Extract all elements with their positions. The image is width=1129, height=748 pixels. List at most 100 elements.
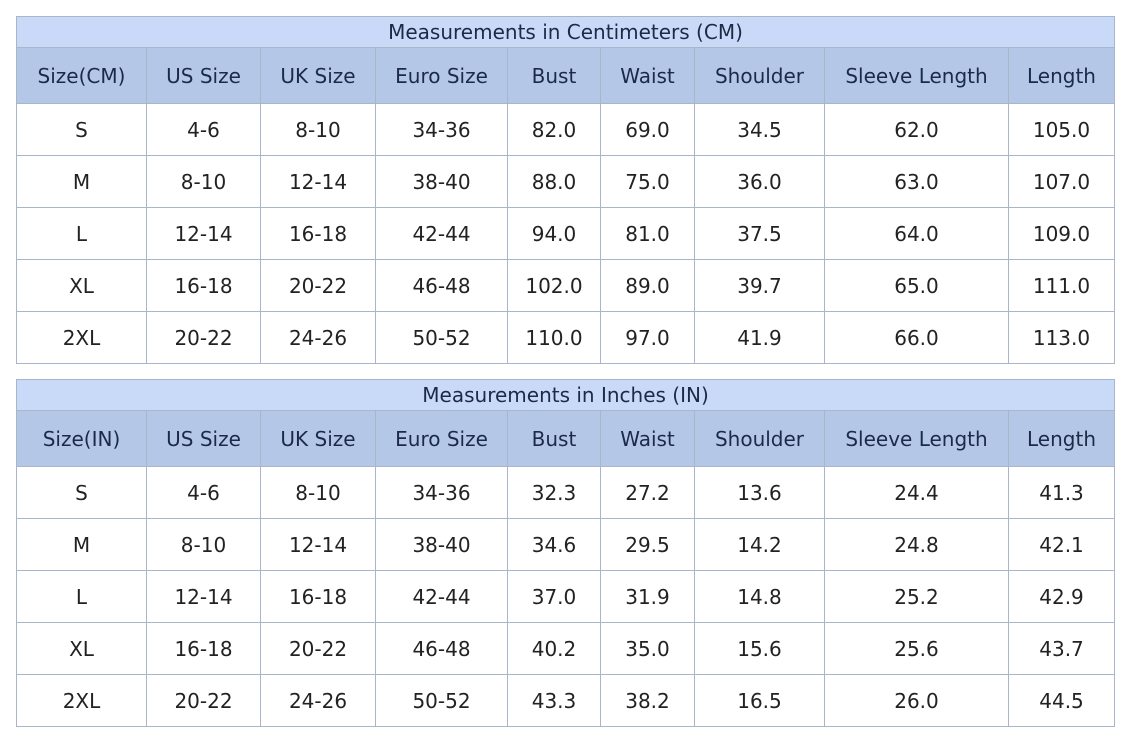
- cell: 2XL: [16, 311, 147, 364]
- cell: 14.8: [694, 570, 825, 623]
- cell: 29.5: [600, 518, 695, 571]
- cell: 44.5: [1007, 674, 1116, 727]
- cell: 12-14: [146, 570, 261, 623]
- column-header: Sleeve Length: [824, 47, 1009, 104]
- cell: L: [16, 207, 147, 260]
- cell: 41.3: [1007, 466, 1116, 519]
- cell: 16.5: [694, 674, 825, 727]
- column-header: Euro Size: [375, 47, 508, 104]
- cell: 37.5: [694, 207, 825, 260]
- cell: 66.0: [824, 311, 1009, 364]
- cell: 8-10: [146, 155, 261, 208]
- header-row: Size(IN) US Size UK Size Euro Size Bust Waist…: [16, 410, 1116, 467]
- cell: 26.0: [824, 674, 1009, 727]
- cell: 16-18: [146, 622, 261, 675]
- cell: 63.0: [824, 155, 1009, 208]
- column-header: Shoulder: [694, 47, 825, 104]
- column-header: Bust: [507, 410, 601, 467]
- cell: 13.6: [694, 466, 825, 519]
- column-header: Shoulder: [694, 410, 825, 467]
- title-row: Measurements in Inches (IN): [15, 379, 1116, 411]
- column-header: Sleeve Length: [824, 410, 1009, 467]
- cell: 20-22: [260, 259, 376, 312]
- cell: 46-48: [375, 622, 508, 675]
- cell: S: [16, 103, 147, 156]
- column-header: US Size: [146, 410, 261, 467]
- cell: 50-52: [375, 311, 508, 364]
- cell: 88.0: [507, 155, 601, 208]
- cell: 24-26: [260, 674, 376, 727]
- cell: 20-22: [260, 622, 376, 675]
- data-row: S 4-6 8-10 34-36 82.0 69.0 34.5 62.0 105.0: [16, 103, 1115, 156]
- cell: 4-6: [146, 103, 261, 156]
- cell: 4-6: [146, 466, 261, 519]
- cell: 25.6: [824, 622, 1009, 675]
- column-header: Size(IN): [16, 410, 147, 467]
- cell: M: [16, 518, 147, 571]
- cell: 81.0: [600, 207, 695, 260]
- data-row: L 12-14 16-18 42-44 37.0 31.9 14.8 25.2 42.9: [16, 570, 1116, 623]
- cell: 16-18: [146, 259, 261, 312]
- column-header: Size(CM): [16, 47, 147, 104]
- data-row: S 4-6 8-10 34-36 32.3 27.2 13.6 24.4 41.3: [16, 466, 1116, 519]
- cell: 46-48: [375, 259, 508, 312]
- cell: 111.0: [1008, 259, 1115, 312]
- data-row: 2XL 20-22 24-26 50-52 43.3 38.2 16.5 26.0 44.5: [16, 674, 1116, 727]
- cell: 14.2: [694, 518, 825, 571]
- cell: XL: [16, 259, 147, 312]
- cell: 102.0: [507, 259, 601, 312]
- cell: 38.2: [600, 674, 695, 727]
- cell: 38-40: [375, 155, 508, 208]
- cell: 12-14: [260, 518, 376, 571]
- header-row: Size(CM) US Size UK Size Euro Size Bust Waist…: [16, 47, 1115, 104]
- size-table: Measurements in Centimeters (CM) Size(CM)…: [16, 16, 1115, 364]
- cell: 97.0: [600, 311, 695, 364]
- cell: 34-36: [375, 466, 508, 519]
- column-header: UK Size: [260, 410, 376, 467]
- cell: 43.3: [507, 674, 601, 727]
- cell: 2XL: [16, 674, 147, 727]
- cell: 113.0: [1008, 311, 1115, 364]
- data-row: XL 16-18 20-22 46-48 102.0 89.0 39.7 65.0 111.0: [16, 259, 1115, 312]
- cell: 42.1: [1007, 518, 1116, 571]
- cell: 12-14: [260, 155, 376, 208]
- cell: 42-44: [375, 570, 508, 623]
- cell: L: [16, 570, 147, 623]
- cell: 94.0: [507, 207, 601, 260]
- data-row: XL 16-18 20-22 46-48 40.2 35.0 15.6 25.6 43.7: [16, 622, 1116, 675]
- cell: 89.0: [600, 259, 695, 312]
- cell: 15.6: [694, 622, 825, 675]
- column-header: Waist: [600, 47, 695, 104]
- table-title: Measurements in Inches (IN): [15, 379, 1116, 411]
- cell: 16-18: [260, 207, 376, 260]
- column-header: Waist: [600, 410, 695, 467]
- column-header: Length: [1007, 410, 1116, 467]
- cell: 110.0: [507, 311, 601, 364]
- data-row: M 8-10 12-14 38-40 88.0 75.0 36.0 63.0 107.0: [16, 155, 1115, 208]
- cell: M: [16, 155, 147, 208]
- data-row: L 12-14 16-18 42-44 94.0 81.0 37.5 64.0 109.0: [16, 207, 1115, 260]
- cell: 35.0: [600, 622, 695, 675]
- cell: 107.0: [1008, 155, 1115, 208]
- cell: 34-36: [375, 103, 508, 156]
- cell: 69.0: [600, 103, 695, 156]
- cell: 42.9: [1007, 570, 1116, 623]
- cell: 65.0: [824, 259, 1009, 312]
- cell: 12-14: [146, 207, 261, 260]
- cell: 105.0: [1008, 103, 1115, 156]
- cell: 39.7: [694, 259, 825, 312]
- cell: 20-22: [146, 674, 261, 727]
- data-row: 2XL 20-22 24-26 50-52 110.0 97.0 41.9 66.0 113.0: [16, 311, 1115, 364]
- column-header: Bust: [507, 47, 601, 104]
- table-title: Measurements in Centimeters (CM): [16, 16, 1115, 48]
- cell: 31.9: [600, 570, 695, 623]
- size-table: Measurements in Inches (IN) Size(IN) US Si…: [15, 379, 1116, 727]
- cell: 8-10: [260, 466, 376, 519]
- cell: 20-22: [146, 311, 261, 364]
- column-header: US Size: [146, 47, 261, 104]
- title-row: Measurements in Centimeters (CM): [16, 16, 1115, 48]
- cell: 36.0: [694, 155, 825, 208]
- cell: 75.0: [600, 155, 695, 208]
- cell: 27.2: [600, 466, 695, 519]
